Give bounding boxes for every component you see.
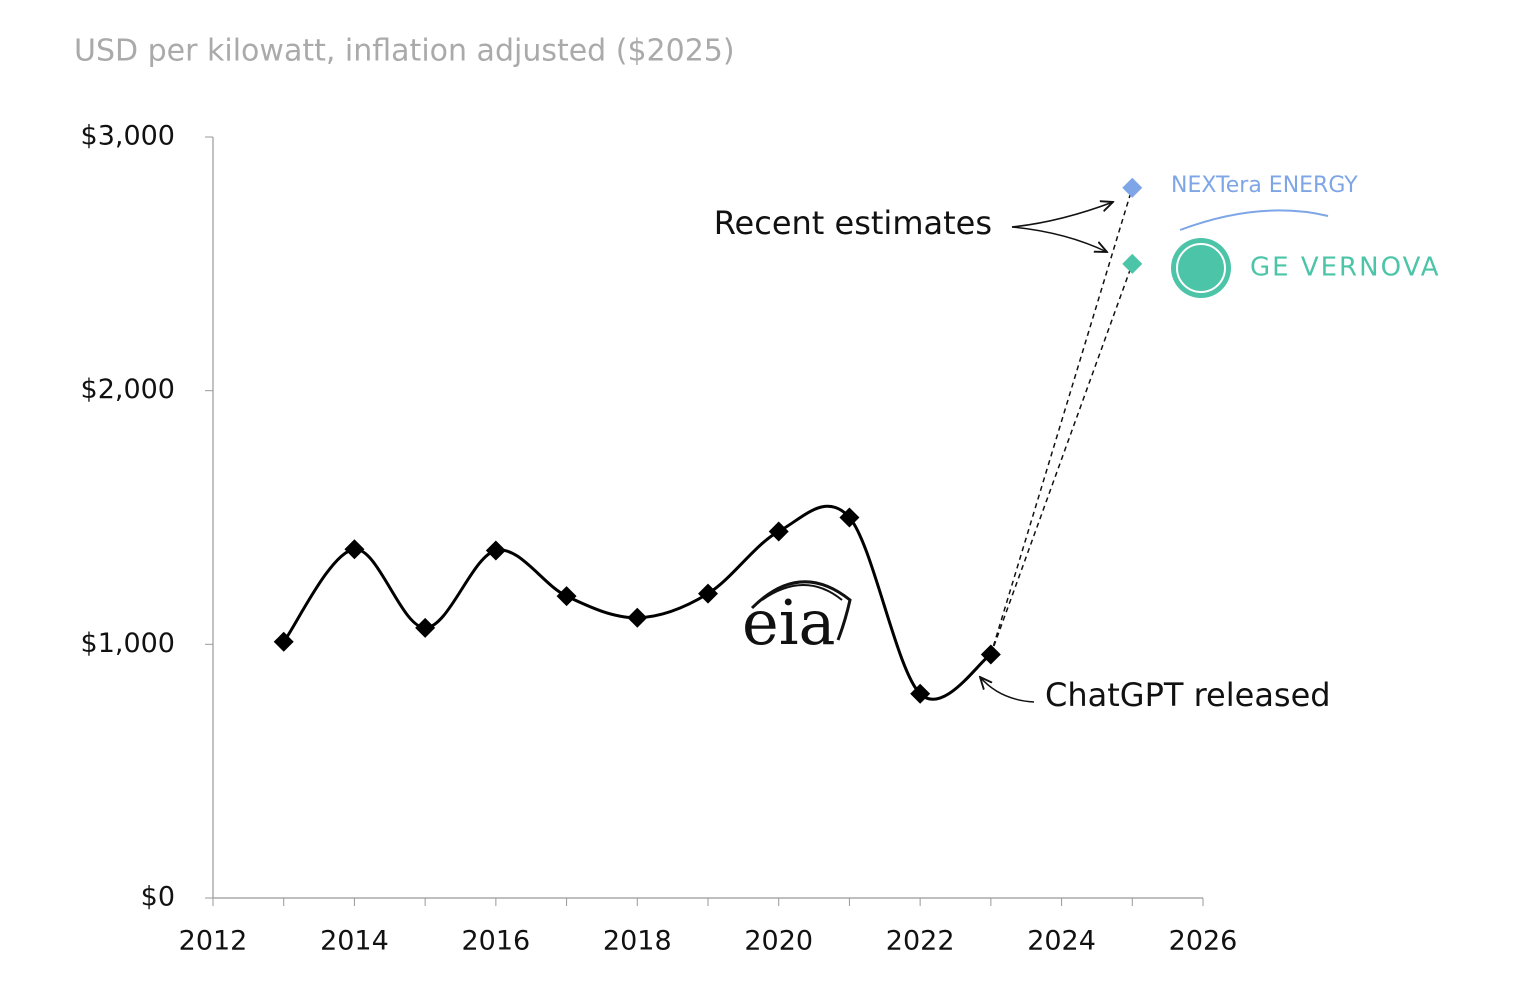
logo-swoosh	[1179, 209, 1329, 231]
x-tick-label: 2018	[603, 926, 672, 957]
point	[839, 507, 860, 528]
point	[768, 521, 789, 542]
line	[282, 504, 992, 701]
legend-label: NEXTera ENERGY	[1171, 173, 1358, 198]
point	[910, 683, 931, 704]
point	[485, 540, 506, 561]
annotation-arrow	[980, 677, 1035, 703]
point	[344, 539, 365, 560]
axis-label: USD per kilowatt, inflation adjusted ($2…	[74, 34, 735, 69]
logo-ring	[1176, 243, 1226, 293]
x-tick-label: 2016	[461, 926, 530, 957]
y-tick-label: $0	[141, 882, 175, 913]
point	[698, 583, 718, 604]
x-tick-label: 2014	[320, 926, 389, 957]
legend-label: eia	[742, 586, 835, 659]
point	[1122, 177, 1143, 198]
logo-arc	[750, 580, 852, 641]
x-tick-label: 2020	[744, 926, 813, 957]
logo-circle	[1171, 238, 1231, 298]
point	[627, 607, 648, 628]
annotation-arrow	[1011, 226, 1107, 252]
annotation: ChatGPT released	[1045, 676, 1331, 714]
legend-label: GE VERNOVA	[1250, 253, 1441, 283]
logo-arc	[761, 584, 843, 601]
point	[1122, 253, 1143, 274]
x-tick-label: 2022	[886, 926, 955, 957]
point	[415, 617, 436, 638]
annotation: Recent estimates	[714, 204, 992, 242]
annotation-arrow	[1011, 202, 1113, 228]
connector	[990, 263, 1133, 655]
y-tick-label: $2,000	[81, 374, 175, 405]
x-tick-label: 2024	[1027, 926, 1096, 957]
y-tick-label: $1,000	[81, 628, 175, 659]
x-tick-label: 2012	[179, 926, 248, 957]
point	[273, 631, 294, 652]
point	[556, 586, 577, 607]
x-tick-label: 2026	[1169, 926, 1238, 957]
connector	[990, 187, 1134, 655]
y-tick-label: $3,000	[81, 121, 175, 152]
point	[980, 644, 1001, 665]
